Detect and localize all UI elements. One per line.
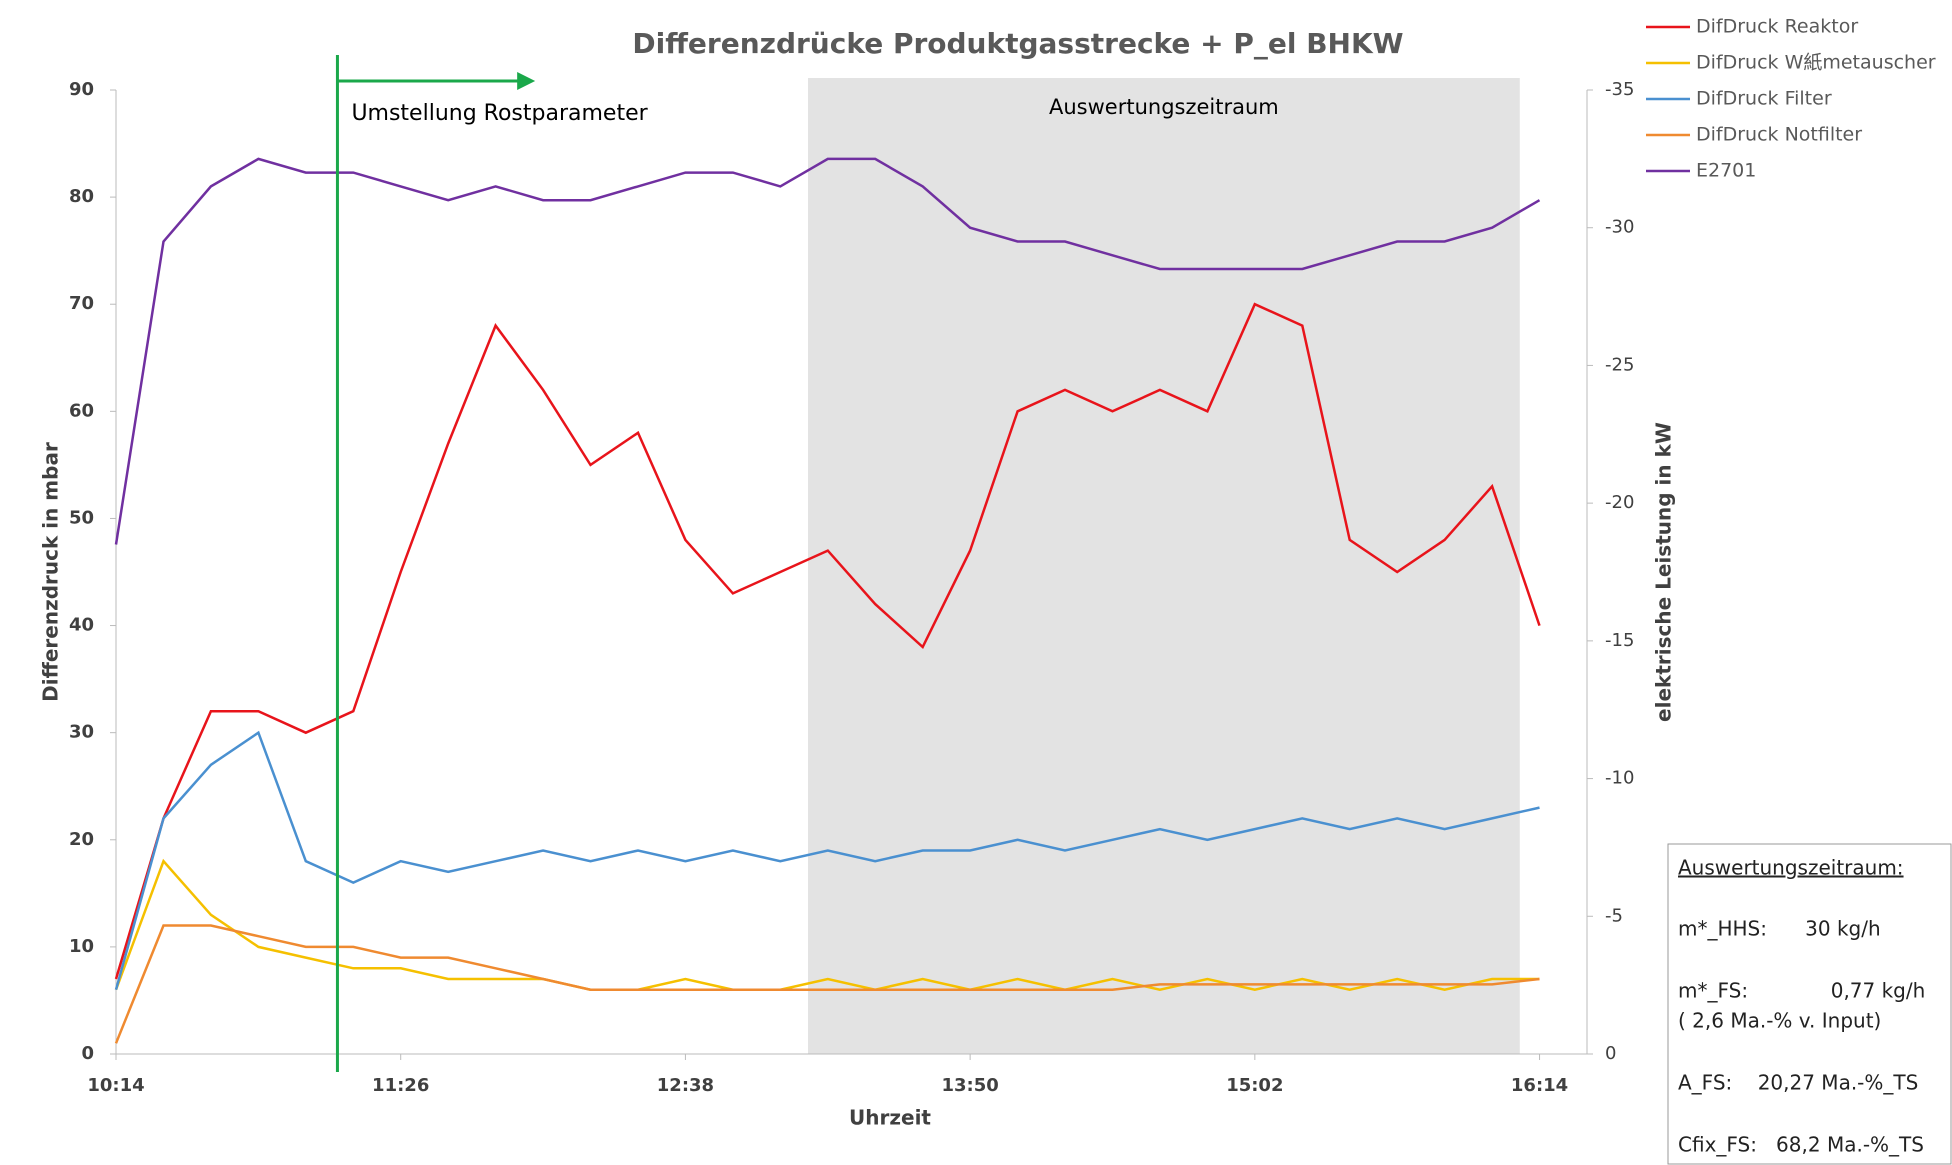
info-line: A_FS: 20,27 Ma.-%_TS [1678,1071,1918,1095]
x-tick-label: 11:26 [372,1075,429,1096]
series-line [114,858,1540,991]
y2-tick-label: 0 [1605,1043,1616,1064]
y-tick-label: 20 [69,829,94,850]
marker-arrowhead [517,72,536,90]
y-axis-label: Differenzdruck in mbar [39,442,63,702]
y-tick-label: 60 [69,400,94,421]
y-tick-label: 10 [69,936,94,957]
y-tick-label: 0 [81,1043,94,1064]
y-tick-label: 90 [69,79,94,100]
y2-tick-label: -5 [1605,905,1623,926]
y2-tick-label: -30 [1605,217,1634,238]
series-line [114,924,1540,1044]
legend-label: DifDruck Reaktor [1696,16,1858,38]
y2-tick-label: -25 [1605,354,1634,375]
y2-tick-label: -15 [1605,630,1634,651]
info-line: m*_HHS: 30 kg/h [1678,917,1881,941]
region-label: Auswertungszeitraum [1049,95,1279,119]
y-tick-label: 30 [69,722,94,743]
y2-tick-label: -20 [1605,492,1634,513]
x-tick-label: 15:02 [1226,1075,1283,1096]
y2-axis-label: elektrische Leistung in kW [1652,422,1676,722]
info-line: ( 2,6 Ma.-% v. Input) [1678,1009,1881,1033]
x-tick-label: 16:14 [1511,1075,1568,1096]
series-line [114,302,1541,980]
y2-tick-label: -35 [1605,79,1634,100]
info-line: m*_FS: 0,77 kg/h [1678,979,1925,1003]
legend-label: DifDruck W紙metauscher [1696,52,1936,74]
legend-label: DifDruck Filter [1696,88,1832,110]
info-line: Cfix_FS: 68,2 Ma.-%_TS [1678,1133,1924,1157]
chart-title: Differenzdrücke Produktgasstrecke + P_el… [632,27,1403,60]
y-tick-label: 40 [69,615,94,636]
series-line [114,157,1541,545]
series-line [114,730,1540,991]
info-line: Auswertungszeitraum: [1678,856,1904,880]
y-tick-label: 80 [69,186,94,207]
y-tick-label: 70 [69,293,94,314]
marker-label: Umstellung Rostparameter [351,101,648,126]
shaded-region [808,78,1520,1054]
x-tick-label: 10:14 [87,1075,144,1096]
legend-label: DifDruck Notfilter [1696,124,1862,146]
y-tick-label: 50 [69,507,94,528]
x-axis-label: Uhrzeit [849,1106,931,1130]
legend-label: E2701 [1696,160,1756,182]
x-tick-label: 13:50 [941,1075,998,1096]
y2-tick-label: -10 [1605,768,1634,789]
info-box [1667,843,1952,1165]
x-tick-label: 12:38 [657,1075,714,1096]
